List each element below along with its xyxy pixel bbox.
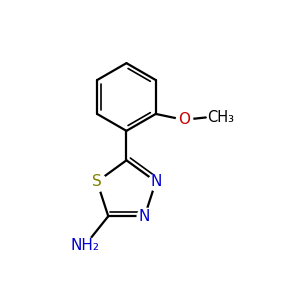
Text: N: N <box>150 174 161 189</box>
Text: NH₂: NH₂ <box>70 238 99 253</box>
Text: S: S <box>92 174 102 189</box>
Text: N: N <box>139 209 150 224</box>
Text: CH₃: CH₃ <box>207 110 234 125</box>
Text: O: O <box>178 112 190 127</box>
